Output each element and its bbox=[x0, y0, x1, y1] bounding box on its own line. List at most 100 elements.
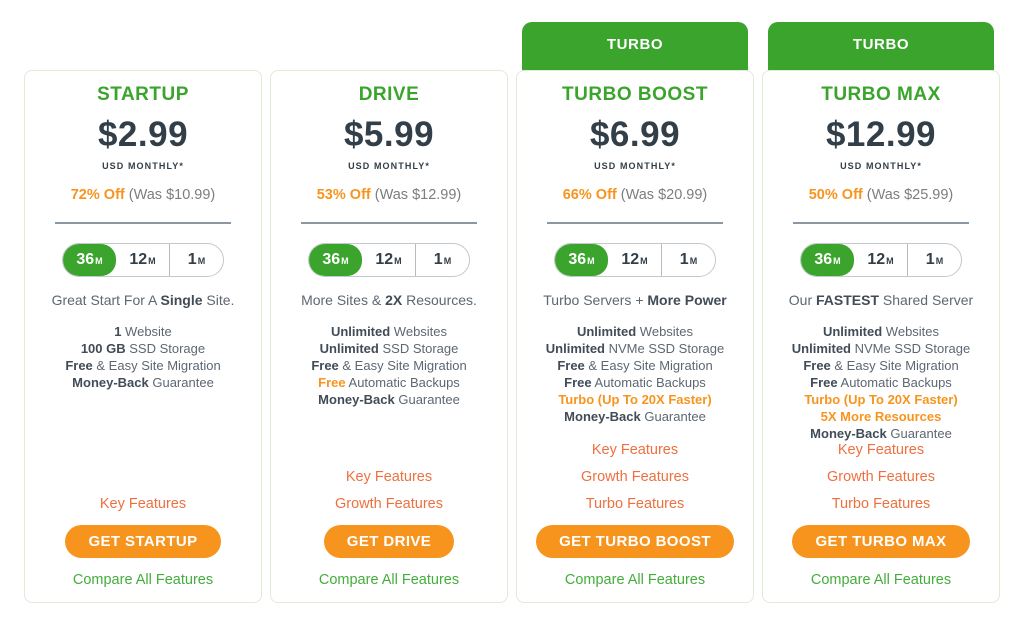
feature-list: 1 Website 100 GB SSD Storage Free & Easy S… bbox=[65, 323, 220, 391]
term-option-36m[interactable]: 36M bbox=[555, 244, 608, 276]
plan-card-turbo-max: TURBO TURBO MAX $12.99 USD MONTHLY* 50% … bbox=[762, 22, 1000, 603]
compare-all-features-link[interactable]: Compare All Features bbox=[72, 572, 214, 588]
plan-title: TURBO BOOST bbox=[562, 84, 708, 105]
growth-features-link[interactable]: Growth Features bbox=[581, 469, 689, 485]
term-selector: 36M 12M 1M bbox=[800, 243, 962, 277]
term-option-1m[interactable]: 1M bbox=[415, 244, 469, 276]
key-features-link[interactable]: Key Features bbox=[345, 469, 433, 485]
price-unit-label: USD MONTHLY* bbox=[348, 161, 430, 171]
feature-item: Free & Easy Site Migration bbox=[65, 358, 221, 373]
discount-line: 72% Off (Was $10.99) bbox=[71, 187, 216, 203]
plan-description: Great Start For A Single Site. bbox=[51, 292, 235, 308]
feature-item: Money-Back Guarantee bbox=[318, 392, 460, 407]
pricing-table: STARTUP $2.99 USD MONTHLY* 72% Off (Was … bbox=[24, 22, 1000, 603]
feature-links: Key Features Growth Features Turbo Feature… bbox=[581, 442, 689, 512]
get-plan-button[interactable]: GET DRIVE bbox=[323, 525, 455, 558]
compare-all-features-link[interactable]: Compare All Features bbox=[810, 572, 952, 588]
feature-list: Unlimited Websites Unlimited NVMe SSD Sto… bbox=[546, 323, 724, 425]
plan-card-turbo-boost: TURBO TURBO BOOST $6.99 USD MONTHLY* 66%… bbox=[516, 22, 754, 603]
get-plan-button[interactable]: GET STARTUP bbox=[65, 525, 221, 558]
plan-price: $2.99 bbox=[97, 115, 189, 154]
divider bbox=[547, 222, 723, 224]
discount-percent: 53% Off bbox=[316, 187, 371, 203]
feature-item: Free & Easy Site Migration bbox=[557, 358, 713, 373]
plan-price: $6.99 bbox=[589, 115, 681, 154]
plan-title: STARTUP bbox=[97, 84, 189, 105]
feature-links: Key Features Growth Features Turbo Feature… bbox=[827, 442, 935, 512]
feature-item: Free & Easy Site Migration bbox=[311, 358, 467, 373]
feature-item: Unlimited NVMe SSD Storage bbox=[545, 341, 725, 356]
term-option-1m[interactable]: 1M bbox=[169, 244, 223, 276]
term-option-1m[interactable]: 1M bbox=[907, 244, 961, 276]
discount-percent: 66% Off bbox=[562, 187, 617, 203]
feature-item: Unlimited SSD Storage bbox=[319, 341, 459, 356]
plan-title: DRIVE bbox=[358, 84, 420, 105]
plan-card-body: STARTUP $2.99 USD MONTHLY* 72% Off (Was … bbox=[24, 70, 262, 603]
term-option-12m[interactable]: 12M bbox=[867, 251, 894, 268]
term-selector: 36M 12M 1M bbox=[62, 243, 224, 277]
plan-description: Turbo Servers + More Power bbox=[543, 292, 727, 308]
get-plan-button[interactable]: GET TURBO BOOST bbox=[536, 525, 734, 558]
term-option-12m[interactable]: 12M bbox=[375, 251, 402, 268]
get-plan-button[interactable]: GET TURBO MAX bbox=[792, 525, 970, 558]
feature-item: Free & Easy Site Migration bbox=[803, 358, 959, 373]
feature-item: Unlimited NVMe SSD Storage bbox=[791, 341, 971, 356]
turbo-features-link[interactable]: Turbo Features bbox=[831, 496, 931, 512]
key-features-link[interactable]: Key Features bbox=[837, 442, 925, 458]
discount-line: 66% Off (Was $20.99) bbox=[563, 187, 708, 203]
feature-item: Turbo (Up To 20X Faster) bbox=[558, 392, 712, 407]
feature-item: 1 Website bbox=[114, 324, 172, 339]
plan-description: Our FASTEST Shared Server bbox=[788, 292, 974, 308]
was-price: (Was $20.99) bbox=[620, 187, 708, 203]
term-option-36m[interactable]: 36M bbox=[63, 244, 116, 276]
plan-card-body: DRIVE $5.99 USD MONTHLY* 53% Off (Was $1… bbox=[270, 70, 508, 603]
term-option-1m[interactable]: 1M bbox=[661, 244, 715, 276]
feature-item: Money-Back Guarantee bbox=[564, 409, 706, 424]
feature-item: Money-Back Guarantee bbox=[72, 375, 214, 390]
turbo-features-link[interactable]: Turbo Features bbox=[585, 496, 685, 512]
discount-percent: 72% Off bbox=[70, 187, 125, 203]
divider bbox=[55, 222, 231, 224]
plan-description: More Sites & 2X Resources. bbox=[301, 292, 477, 308]
feature-item: Unlimited Websites bbox=[576, 324, 694, 339]
growth-features-link[interactable]: Growth Features bbox=[827, 469, 935, 485]
feature-item: Money-Back Guarantee bbox=[810, 426, 952, 441]
term-option-36m[interactable]: 36M bbox=[801, 244, 854, 276]
term-option-12m[interactable]: 12M bbox=[129, 251, 156, 268]
plan-price: $5.99 bbox=[343, 115, 435, 154]
compare-all-features-link[interactable]: Compare All Features bbox=[564, 572, 706, 588]
key-features-link[interactable]: Key Features bbox=[591, 442, 679, 458]
feature-item: Unlimited Websites bbox=[822, 324, 940, 339]
compare-all-features-link[interactable]: Compare All Features bbox=[318, 572, 460, 588]
plan-title: TURBO MAX bbox=[821, 84, 941, 105]
plan-card-drive: DRIVE $5.99 USD MONTHLY* 53% Off (Was $1… bbox=[270, 70, 508, 603]
divider bbox=[793, 222, 969, 224]
feature-links: Key Features Growth Features bbox=[335, 469, 443, 512]
term-option-12m[interactable]: 12M bbox=[621, 251, 648, 268]
feature-list: Unlimited Websites Unlimited SSD Storage F… bbox=[311, 323, 466, 408]
plan-price: $12.99 bbox=[825, 115, 937, 154]
key-features-link[interactable]: Key Features bbox=[99, 496, 187, 512]
feature-item: Free Automatic Backups bbox=[564, 375, 706, 390]
term-selector: 36M 12M 1M bbox=[554, 243, 716, 277]
term-option-36m[interactable]: 36M bbox=[309, 244, 362, 276]
was-price: (Was $10.99) bbox=[128, 187, 216, 203]
discount-line: 53% Off (Was $12.99) bbox=[317, 187, 462, 203]
divider bbox=[301, 222, 477, 224]
feature-item: Unlimited Websites bbox=[330, 324, 448, 339]
feature-item: Free Automatic Backups bbox=[318, 375, 460, 390]
term-selector: 36M 12M 1M bbox=[308, 243, 470, 277]
was-price: (Was $12.99) bbox=[374, 187, 462, 203]
price-unit-label: USD MONTHLY* bbox=[102, 161, 184, 171]
discount-line: 50% Off (Was $25.99) bbox=[809, 187, 954, 203]
plan-card-body: TURBO MAX $12.99 USD MONTHLY* 50% Off (W… bbox=[762, 70, 1000, 603]
growth-features-link[interactable]: Growth Features bbox=[335, 496, 443, 512]
was-price: (Was $25.99) bbox=[866, 187, 954, 203]
feature-item: 100 GB SSD Storage bbox=[80, 341, 206, 356]
price-unit-label: USD MONTHLY* bbox=[840, 161, 922, 171]
plan-card-body: TURBO BOOST $6.99 USD MONTHLY* 66% Off (… bbox=[516, 70, 754, 603]
feature-item: Turbo (Up To 20X Faster) bbox=[804, 392, 958, 407]
feature-item: Free Automatic Backups bbox=[810, 375, 952, 390]
feature-links: Key Features bbox=[100, 496, 186, 512]
feature-item: 5X More Resources bbox=[820, 409, 942, 424]
